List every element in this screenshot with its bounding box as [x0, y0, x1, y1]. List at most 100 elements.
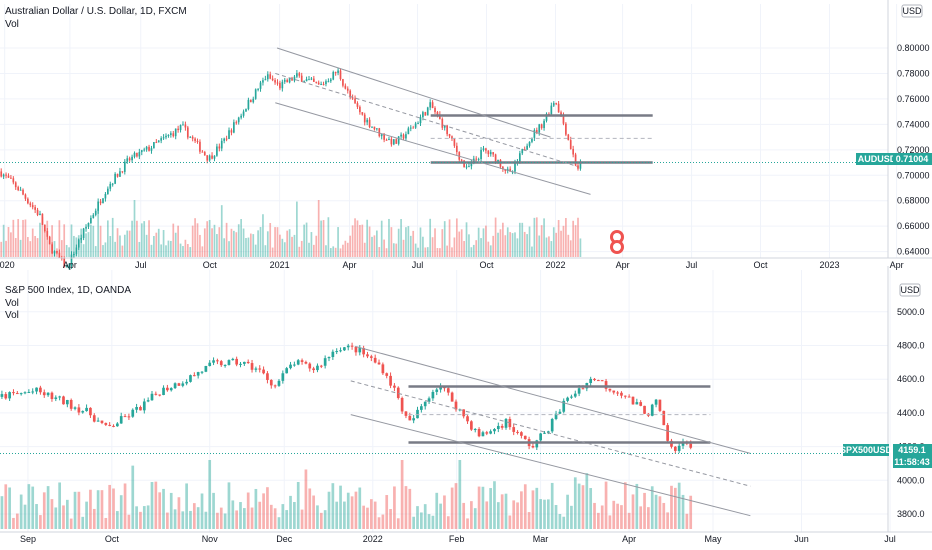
audusd-drawings[interactable]: [0, 47, 888, 195]
volume-bar: [242, 228, 245, 257]
spx-price-axis[interactable]: 5000.04800.04600.04400.04200.04000.03800…: [887, 266, 925, 532]
volume-bar: [94, 246, 97, 257]
candle-body: [285, 368, 289, 374]
candle-body: [199, 141, 201, 152]
volume-bar: [608, 515, 612, 529]
candle-body: [104, 194, 107, 199]
candle-body: [58, 252, 61, 258]
volume-bar: [439, 503, 442, 529]
volume-bar: [405, 227, 407, 257]
x-tick-label: Oct: [754, 260, 769, 270]
spx-candles[interactable]: [0, 342, 693, 454]
candle-body: [528, 141, 531, 146]
candle-body: [150, 148, 153, 151]
candle-body: [366, 354, 369, 357]
volume-bar: [509, 232, 511, 257]
volume-bar: [496, 502, 500, 529]
candle-body: [423, 401, 427, 407]
volume-bar: [23, 504, 27, 529]
candle-body: [165, 135, 167, 138]
candle-body: [19, 189, 22, 191]
candle-body: [475, 158, 478, 160]
volume-bar: [397, 228, 400, 257]
volume-bar: [123, 483, 127, 529]
volume-bar: [249, 233, 252, 257]
volume-bar: [36, 238, 39, 257]
x-tick-label: 2022: [363, 534, 383, 544]
audusd-price-axis[interactable]: 0.80000 0.78000 0.76000 0.74000 0.72000 0.700…: [887, 0, 930, 258]
candle-body: [300, 360, 304, 362]
candle-body: [266, 373, 269, 380]
volume-bar: [339, 485, 342, 529]
candle-body: [108, 424, 112, 426]
candle-body: [146, 400, 150, 402]
candle-body: [441, 118, 444, 128]
candle-body: [112, 425, 115, 427]
volume-bar: [416, 506, 419, 529]
candle-body: [337, 70, 339, 73]
volume-bar: [361, 224, 364, 257]
audusd-currency-badge[interactable]: USD: [901, 4, 923, 18]
volume-bar: [494, 217, 497, 257]
volume-bar: [63, 224, 66, 257]
volume-bar: [376, 230, 378, 257]
spx-time-axis[interactable]: Sep Oct Nov Dec 2022 Feb Mar Apr May Jun Jul: [0, 531, 932, 544]
y-tick-label: 4400.0: [897, 408, 925, 418]
x-tick-label: Oct: [105, 534, 120, 544]
candle-body: [182, 124, 184, 126]
volume-bar: [521, 222, 524, 257]
candle-body: [395, 139, 398, 144]
audusd-currency-text: USD: [902, 6, 922, 16]
candle-body: [643, 405, 646, 414]
volume-bar: [119, 235, 121, 257]
spx-currency-text: USD: [900, 285, 920, 295]
audusd-volume-bars: [0, 200, 582, 257]
y-tick-label: 0.70000: [897, 170, 930, 180]
candle-body: [450, 392, 454, 402]
spx-last-price-tag[interactable]: SPX500USD 4159.1 11:58:43: [840, 444, 932, 468]
volume-bar: [492, 235, 495, 257]
candle-body: [404, 411, 408, 416]
channel-mid-line: [275, 72, 578, 167]
volume-bar: [523, 231, 526, 257]
spx-currency-badge[interactable]: USD: [899, 283, 921, 297]
candle-body: [354, 98, 356, 104]
audusd-candles[interactable]: [0, 67, 582, 270]
volume-bar: [404, 486, 408, 529]
candle-body: [550, 105, 553, 115]
volume-bar: [573, 477, 577, 529]
candle-body: [385, 373, 389, 376]
candle-body: [639, 402, 643, 406]
y-tick-label: 3800.0: [897, 509, 925, 519]
economic-event-icon[interactable]: [610, 230, 624, 244]
earnings-event-icon[interactable]: [610, 240, 624, 254]
volume-bar: [497, 232, 499, 257]
volume-bar: [504, 235, 507, 257]
spx-drawings[interactable]: [0, 345, 888, 517]
candle-body: [560, 112, 562, 116]
candle-body: [116, 173, 119, 177]
volume-bar: [87, 232, 90, 257]
candle-body: [228, 130, 230, 139]
volume-bar: [296, 481, 300, 529]
volume-bar: [647, 507, 650, 529]
volume-bar: [354, 218, 356, 257]
candle-body: [177, 128, 179, 131]
candle-body: [87, 223, 90, 227]
candle-body: [246, 361, 250, 364]
audusd-time-axis[interactable]: 2020 Apr Jul Oct 2021 Apr Jul Oct 2022 Apr Jul Oct 2…: [0, 257, 932, 270]
volume-bar: [127, 514, 131, 529]
candle-body: [23, 392, 27, 394]
candle-body: [127, 416, 131, 418]
candle-body: [512, 427, 516, 432]
volume-bar: [349, 235, 352, 257]
candle-body: [555, 103, 558, 105]
candle-body: [354, 346, 358, 353]
audusd-last-price-tag[interactable]: AUDUSD 0.71004: [856, 153, 932, 165]
candle-body: [465, 166, 468, 168]
candle-body: [539, 433, 542, 441]
volume-bar: [133, 200, 136, 257]
volume-bar: [300, 240, 303, 257]
candle-body: [308, 363, 312, 369]
candle-body: [600, 380, 604, 382]
